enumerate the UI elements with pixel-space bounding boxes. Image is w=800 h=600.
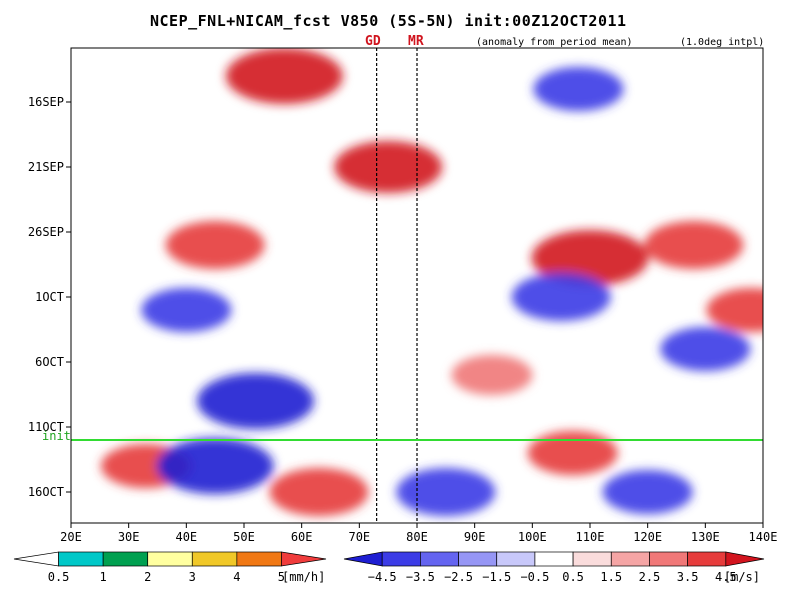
rain-swatch bbox=[13, 551, 59, 567]
anomaly-negative-12 bbox=[511, 273, 611, 321]
rain-legend-label: 1 bbox=[100, 570, 107, 584]
anomaly-positive-6 bbox=[269, 468, 369, 516]
rain-swatch bbox=[236, 551, 282, 567]
wind-swatch bbox=[649, 551, 688, 567]
wind-swatch bbox=[725, 551, 765, 567]
rain-legend-label: 3 bbox=[189, 570, 196, 584]
rain-swatch bbox=[191, 551, 238, 567]
x-tick-label: 50E bbox=[233, 530, 255, 544]
wind-legend-unit: [m/s] bbox=[724, 570, 760, 584]
anomaly-positive-4 bbox=[644, 221, 744, 269]
y-tick-label: 1OCT bbox=[35, 290, 64, 304]
wind-swatch bbox=[496, 551, 536, 567]
rain-legend-unit: [mm/h] bbox=[282, 570, 325, 584]
wind-swatch bbox=[381, 551, 421, 567]
chart-subtitle: (anomaly from period mean) bbox=[476, 37, 633, 48]
y-tick-label: 6OCT bbox=[35, 355, 64, 369]
wind-swatch bbox=[458, 551, 498, 567]
wind-legend-label: 4.5 bbox=[715, 570, 737, 584]
x-tick-label: 100E bbox=[518, 530, 547, 544]
rain-swatch bbox=[147, 551, 193, 567]
x-tick-label: 70E bbox=[348, 530, 370, 544]
wind-legend-label: −2.5 bbox=[444, 570, 473, 584]
anomaly-negative-15 bbox=[396, 468, 496, 516]
wind-swatch bbox=[687, 551, 727, 567]
x-tick-label: 140E bbox=[749, 530, 778, 544]
anomaly-positive-5 bbox=[706, 288, 763, 332]
rain-legend-label: 4 bbox=[233, 570, 240, 584]
chart-title: NCEP_FNL+NICAM_fcst V850 (5S-5N) init:00… bbox=[150, 12, 627, 30]
init-label: init bbox=[42, 429, 71, 443]
anomaly-negative-10 bbox=[197, 373, 315, 429]
x-tick-label: 130E bbox=[691, 530, 720, 544]
x-tick-label: 30E bbox=[118, 530, 140, 544]
wind-legend-label: 1.5 bbox=[600, 570, 622, 584]
wind-legend-label: 3.5 bbox=[677, 570, 699, 584]
anomaly-positive-3 bbox=[531, 230, 649, 286]
anomaly-positive-1 bbox=[165, 221, 265, 269]
wind-swatch bbox=[610, 551, 650, 567]
anomaly-negative-11 bbox=[156, 438, 274, 494]
rain-legend-label: 2 bbox=[144, 570, 151, 584]
y-tick-label: 16OCT bbox=[28, 485, 64, 499]
wind-swatch bbox=[343, 551, 383, 567]
rain-swatch bbox=[58, 551, 104, 567]
x-tick-label: 90E bbox=[464, 530, 486, 544]
x-tick-label: 40E bbox=[175, 530, 197, 544]
anomaly-negative-17 bbox=[602, 470, 693, 514]
x-tick-label: 80E bbox=[406, 530, 428, 544]
chart-note: (1.0deg intpl) bbox=[680, 37, 765, 48]
y-tick-label: 11OCT bbox=[28, 420, 64, 434]
x-tick-label: 110E bbox=[576, 530, 605, 544]
marker-label-mr: MR bbox=[408, 34, 424, 49]
anomaly-negative-16 bbox=[660, 327, 751, 371]
wind-legend-label: −4.5 bbox=[368, 570, 397, 584]
wind-legend-label: −0.5 bbox=[520, 570, 549, 584]
wind-legend-label: 0.5 bbox=[562, 570, 584, 584]
y-tick-label: 16SEP bbox=[28, 95, 64, 109]
wind-legend-label: 2.5 bbox=[639, 570, 661, 584]
x-tick-label: 60E bbox=[291, 530, 313, 544]
wind-swatch bbox=[534, 551, 574, 567]
wind-legend-label: −1.5 bbox=[482, 570, 511, 584]
anomaly-positive-2 bbox=[334, 141, 443, 193]
anomaly-negative-13 bbox=[533, 67, 624, 111]
marker-label-gd: GD bbox=[365, 34, 381, 49]
y-tick-label: 21SEP bbox=[28, 160, 64, 174]
wind-swatch bbox=[572, 551, 612, 567]
rain-legend-label: 5 bbox=[278, 570, 285, 584]
rain-swatch bbox=[102, 551, 149, 567]
rain-swatch bbox=[281, 551, 327, 567]
wind-legend-label: −3.5 bbox=[406, 570, 435, 584]
anomaly-negative-14 bbox=[141, 288, 232, 332]
anomaly-positive-8 bbox=[527, 431, 618, 475]
rain-legend-label: 0.5 bbox=[48, 570, 70, 584]
anomaly-positive-0 bbox=[225, 48, 343, 104]
anomaly-positive-9 bbox=[451, 355, 533, 395]
x-tick-label: 20E bbox=[60, 530, 82, 544]
x-tick-label: 120E bbox=[633, 530, 662, 544]
y-tick-label: 26SEP bbox=[28, 225, 64, 239]
wind-swatch bbox=[420, 551, 459, 567]
